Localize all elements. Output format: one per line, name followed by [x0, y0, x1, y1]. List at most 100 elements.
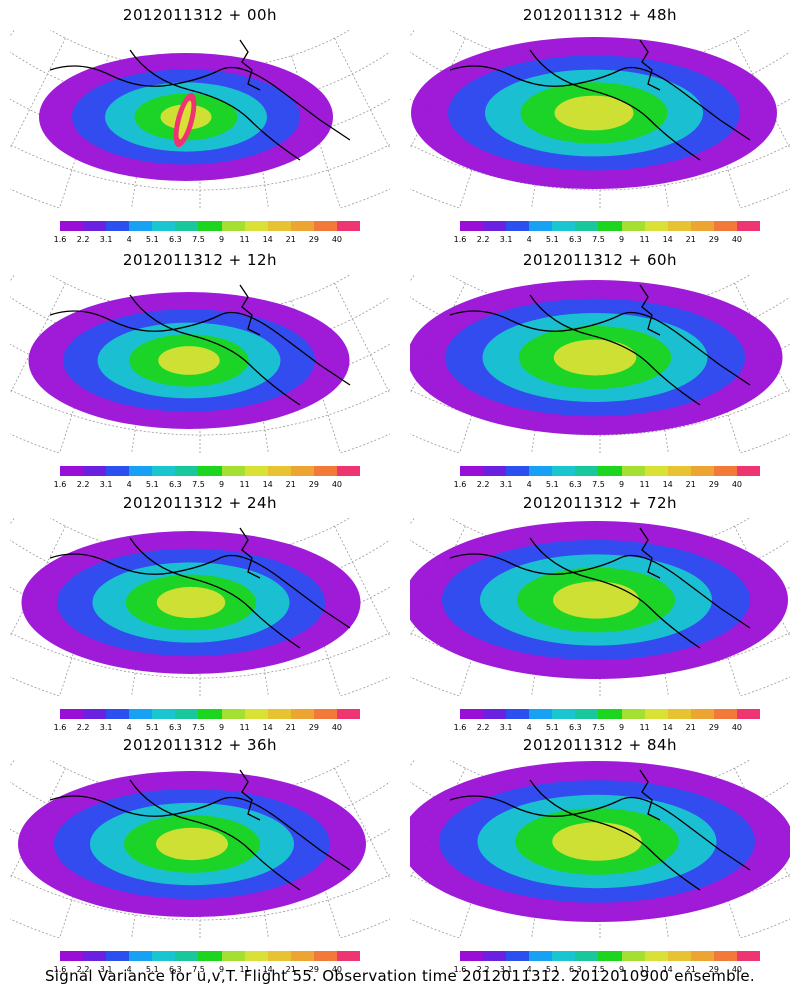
- colorbar-swatch: [621, 221, 645, 231]
- colorbar-tick-label: 29: [708, 723, 719, 732]
- colorbar-tick-label: 4: [526, 235, 532, 244]
- colorbar-tick-label: 5.1: [545, 723, 559, 732]
- colorbar-tick-label: 11: [639, 235, 650, 244]
- panel-title: 2012011312 + 24h: [122, 494, 278, 512]
- colorbar-swatch: [529, 709, 553, 719]
- colorbar-swatch: [244, 221, 268, 231]
- colorbar-swatch: [575, 466, 599, 476]
- colorbar-tick-label: 2.2: [76, 723, 90, 732]
- colorbar-swatch: [713, 221, 737, 231]
- colorbar-swatch: [644, 466, 668, 476]
- colorbar-swatch: [460, 221, 484, 231]
- colorbar-swatch: [621, 709, 645, 719]
- colorbar-tick-label: 1.6: [453, 965, 467, 974]
- colorbar-tick-label: 21: [685, 965, 696, 974]
- colorbar-tick-label: 9: [218, 235, 225, 244]
- colorbar-tick-label: 3.1: [499, 235, 513, 244]
- colorbar: [60, 709, 361, 719]
- colorbar-tick-label: 4: [126, 480, 132, 489]
- colorbar-swatch: [290, 221, 314, 231]
- colorbar-swatch: [221, 221, 245, 231]
- colorbar-tick-label: 6.3: [569, 480, 582, 489]
- colorbar-tick-label: 11: [239, 235, 250, 244]
- colorbar-swatch: [198, 951, 222, 961]
- colorbar-ticks: 1.6 2.2 3.1 4 5.1 6.3 7.5 9 11 14 21 29 40: [454, 965, 760, 975]
- colorbar-swatch: [598, 709, 622, 719]
- colorbar-tick-label: 7.5: [592, 965, 605, 974]
- colorbar-tick-label: 9: [218, 965, 225, 974]
- colorbar-swatch: [483, 709, 507, 719]
- colorbar-tick-label: 5.1: [145, 965, 159, 974]
- colorbar-swatch: [506, 221, 530, 231]
- colorbar-tick-label: 14: [662, 235, 673, 244]
- variance-map: [410, 30, 790, 208]
- panel-title: 2012011312 + 60h: [522, 251, 678, 269]
- colorbar-swatch: [221, 951, 245, 961]
- colorbar-swatch: [175, 221, 199, 231]
- colorbar-tick-label: 4: [526, 480, 532, 489]
- colorbar-tick-label: 6.3: [569, 723, 582, 732]
- colorbar-tick-label: 2.2: [476, 480, 490, 489]
- colorbar-tick-label: 6.3: [169, 235, 182, 244]
- colorbar-swatch: [529, 466, 553, 476]
- forecast-panel: 2012011312 + 12h 1.6 2.2 3.1 4 5.1 6.3 7.5 9 11 14…: [0, 245, 400, 490]
- colorbar-swatch: [529, 951, 553, 961]
- colorbar-tick-label: 4: [126, 965, 132, 974]
- colorbar-tick-label: 11: [239, 723, 250, 732]
- colorbar-swatch: [736, 951, 761, 961]
- colorbar-tick-label: 14: [662, 480, 673, 489]
- colorbar-tick-label: 11: [239, 480, 250, 489]
- variance-map: [10, 760, 390, 938]
- colorbar-swatch: [129, 466, 153, 476]
- colorbar: [460, 221, 761, 231]
- colorbar-swatch: [598, 466, 622, 476]
- colorbar-swatch: [690, 466, 714, 476]
- colorbar-swatch: [152, 221, 176, 231]
- colorbar-tick-label: 3.1: [99, 235, 113, 244]
- colorbar-tick-label: 14: [662, 723, 673, 732]
- colorbar-tick-label: 40: [331, 723, 343, 732]
- colorbar: [60, 466, 361, 476]
- colorbar-tick-label: 14: [262, 723, 273, 732]
- colorbar: [460, 709, 761, 719]
- colorbar-swatch: [198, 709, 222, 719]
- forecast-panel: 2012011312 + 60h 1.6 2.2 3.1 4 5.1 6.3 7.5 9 11 14…: [400, 245, 800, 490]
- colorbar-swatch: [106, 221, 130, 231]
- colorbar-ticks: 1.6 2.2 3.1 4 5.1 6.3 7.5 9 11 14 21 29 40: [54, 965, 360, 975]
- colorbar-swatch: [313, 221, 337, 231]
- colorbar-swatch: [690, 951, 714, 961]
- forecast-panel: 2012011312 + 00h 1.6 2.2 3.1 4 5.1 6.3 7.5 9 11 14…: [0, 0, 400, 245]
- colorbar-tick-label: 6.3: [169, 965, 182, 974]
- colorbar-tick-label: 2.2: [76, 235, 90, 244]
- colorbar-swatch: [83, 709, 107, 719]
- colorbar-swatch: [313, 709, 337, 719]
- colorbar-ticks: 1.6 2.2 3.1 4 5.1 6.3 7.5 9 11 14 21 29 40: [454, 723, 760, 733]
- colorbar-swatch: [336, 221, 361, 231]
- colorbar-tick-label: 14: [262, 965, 273, 974]
- panel-title: 2012011312 + 84h: [522, 736, 678, 754]
- colorbar-tick-label: 40: [731, 965, 743, 974]
- colorbar: [60, 951, 361, 961]
- colorbar-swatch: [690, 221, 714, 231]
- colorbar-tick-label: 1.6: [453, 723, 467, 732]
- forecast-panel: 2012011312 + 72h 1.6 2.2 3.1 4 5.1 6.3 7.5 9 11 14…: [400, 488, 800, 733]
- colorbar-tick-label: 11: [639, 965, 650, 974]
- colorbar-swatch: [736, 221, 761, 231]
- colorbar-swatch: [575, 951, 599, 961]
- colorbar-swatch: [598, 221, 622, 231]
- colorbar-tick-label: 4: [526, 723, 532, 732]
- colorbar-tick-label: 3.1: [499, 723, 513, 732]
- colorbar-tick-label: 11: [639, 480, 650, 489]
- colorbar-tick-label: 7.5: [592, 235, 605, 244]
- colorbar-tick-label: 4: [126, 723, 132, 732]
- forecast-panel: 2012011312 + 48h 1.6 2.2 3.1 4 5.1 6.3 7.5 9 11 14…: [400, 0, 800, 245]
- colorbar-tick-label: 7.5: [592, 723, 605, 732]
- colorbar-swatch: [644, 221, 668, 231]
- colorbar-tick-label: 9: [618, 965, 625, 974]
- colorbar-tick-label: 1.6: [53, 723, 67, 732]
- forecast-panel: 2012011312 + 24h 1.6 2.2 3.1 4 5.1 6.3 7.5 9 11 14…: [0, 488, 400, 733]
- colorbar-swatch: [529, 221, 553, 231]
- colorbar: [460, 951, 761, 961]
- colorbar-swatch: [667, 709, 691, 719]
